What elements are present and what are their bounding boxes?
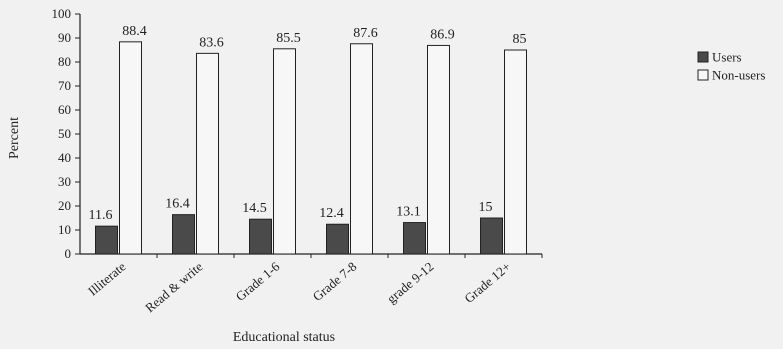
data-label-users: 15 xyxy=(479,200,493,215)
y-tick-label: 30 xyxy=(58,174,71,189)
bar-users xyxy=(326,223,349,255)
data-label-non-users: 83.6 xyxy=(199,35,224,50)
legend: Users Non-users xyxy=(697,50,765,83)
y-tick-label: 70 xyxy=(58,78,71,93)
data-label-non-users: 85 xyxy=(513,32,527,47)
y-tick-label: 100 xyxy=(52,6,72,21)
legend-label-users: Users xyxy=(712,50,742,65)
bars xyxy=(95,41,527,255)
bar-users xyxy=(403,222,426,255)
y-tick-label: 90 xyxy=(58,30,71,45)
bar-non-users xyxy=(504,49,527,255)
bar-non-users xyxy=(119,41,142,255)
y-tick-label: 40 xyxy=(58,150,71,165)
y-axis-title: Percent xyxy=(7,117,22,159)
data-label-non-users: 87.6 xyxy=(353,26,378,41)
data-label-users: 14.5 xyxy=(242,201,267,216)
y-tick-label: 10 xyxy=(58,222,71,237)
data-label-non-users: 88.4 xyxy=(122,24,147,39)
data-label-users: 13.1 xyxy=(396,205,421,220)
category-label: Grade 12+ xyxy=(461,259,513,306)
y-tick-label: 60 xyxy=(58,102,71,117)
data-label-users: 12.4 xyxy=(319,206,344,221)
category-labels: Illiterate Read & write Grade 1-6 Grade 7-8… xyxy=(85,258,513,315)
y-tick-label: 80 xyxy=(58,54,71,69)
data-label-users: 16.4 xyxy=(165,197,190,212)
bar-users xyxy=(95,225,118,255)
data-label-non-users: 85.5 xyxy=(276,31,301,46)
legend-label-non-users: Non-users xyxy=(712,68,765,83)
data-label-non-users: 86.9 xyxy=(430,27,455,42)
bar-users xyxy=(172,214,195,255)
bar-non-users xyxy=(196,52,219,255)
bar-users xyxy=(249,218,272,255)
y-tick-label: 20 xyxy=(58,198,71,213)
x-axis xyxy=(80,253,543,258)
y-axis: 0 10 20 30 40 50 60 70 80 90 100 xyxy=(52,6,81,261)
y-tick-label: 50 xyxy=(58,126,71,141)
bar-non-users xyxy=(350,43,373,255)
x-axis-title: Educational status xyxy=(233,330,335,345)
bar-users xyxy=(480,217,503,255)
y-tick-label: 0 xyxy=(65,246,72,261)
data-label-users: 11.6 xyxy=(89,208,113,223)
category-label: Grade 1-6 xyxy=(233,258,283,303)
legend-swatch-non-users xyxy=(697,69,709,81)
category-label: Illiterate xyxy=(85,259,129,299)
bar-non-users xyxy=(273,48,296,255)
data-labels: 11.6 88.4 16.4 83.6 14.5 85.5 12.4 87.6 13.1 86.9… xyxy=(89,24,527,223)
legend-swatch-users xyxy=(697,51,709,63)
category-label: Grade 7-8 xyxy=(310,259,360,304)
bar-non-users xyxy=(427,44,450,255)
category-label: grade 9-12 xyxy=(384,259,437,306)
category-label: Read & write xyxy=(142,259,205,316)
